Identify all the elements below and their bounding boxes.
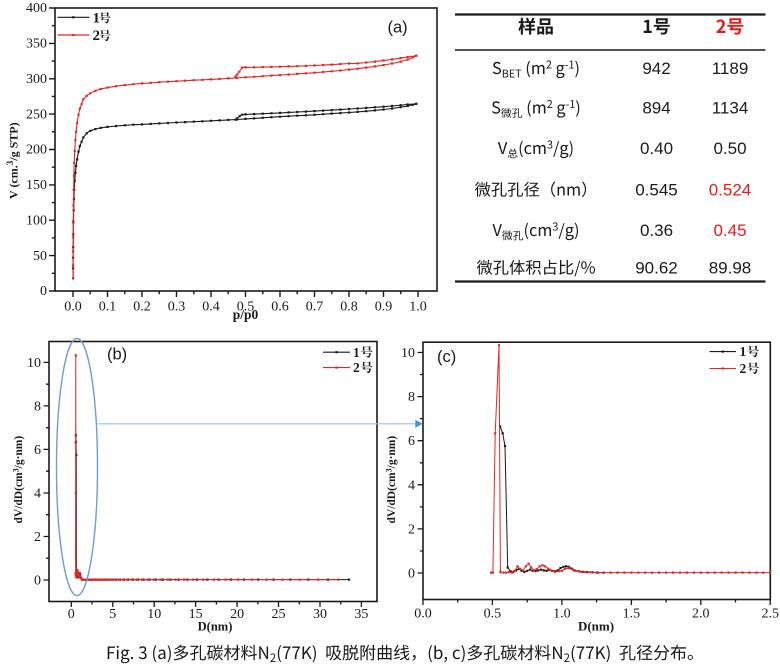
svg-text:0.36: 0.36 [640,221,673,240]
svg-text:1.0: 1.0 [409,300,427,315]
svg-text:0.9: 0.9 [375,300,393,315]
svg-text:300: 300 [26,72,47,87]
svg-text:5: 5 [109,607,116,622]
svg-text:2: 2 [353,360,360,375]
svg-text:35: 35 [354,607,368,622]
svg-text:2: 2 [740,361,747,376]
svg-text:0.3: 0.3 [168,300,186,315]
svg-text:D(nm): D(nm) [578,619,614,634]
svg-text:10: 10 [401,346,415,361]
svg-text:50: 50 [33,249,47,264]
svg-text:100: 100 [26,213,47,228]
svg-text:0.5: 0.5 [484,607,502,622]
svg-text:4: 4 [408,478,415,493]
svg-text:8: 8 [34,399,41,414]
svg-text:30: 30 [313,607,327,622]
svg-text:(b): (b) [107,346,127,364]
svg-text:V (cm.3/g STP): V (cm.3/g STP) [5,122,21,199]
svg-text:(c): (c) [437,348,456,366]
svg-text:(a): (a) [388,19,408,37]
svg-text:0.6: 0.6 [271,300,289,315]
svg-text:2: 2 [93,28,101,44]
svg-text:6: 6 [408,434,415,449]
svg-text:20: 20 [230,607,244,622]
svg-text:15: 15 [189,607,203,622]
svg-text:D(nm): D(nm) [198,620,233,634]
svg-text:250: 250 [26,107,47,122]
svg-text:1: 1 [353,345,360,360]
svg-text:89.98: 89.98 [709,259,752,278]
svg-text:0.5: 0.5 [237,300,255,315]
svg-text:0.45: 0.45 [713,221,746,240]
svg-text:0.8: 0.8 [340,300,358,315]
svg-text:0.7: 0.7 [306,300,324,315]
svg-text:2: 2 [34,530,41,545]
svg-text:0.524: 0.524 [709,181,752,200]
svg-text:2.0: 2.0 [692,607,710,622]
svg-text:1189: 1189 [712,59,749,78]
svg-text:0: 0 [68,607,75,622]
svg-text:0.4: 0.4 [202,300,220,315]
svg-text:350: 350 [26,37,47,52]
svg-text:0: 0 [34,574,41,589]
svg-text:0.0: 0.0 [414,607,432,622]
svg-text:1: 1 [740,344,747,359]
svg-text:0.1: 0.1 [99,300,117,315]
svg-text:400: 400 [26,1,47,16]
svg-text:dV/dD(cm3/g·nm): dV/dD(cm3/g·nm) [385,436,399,524]
svg-text:1.5: 1.5 [623,607,641,622]
svg-text:0.0: 0.0 [64,300,82,315]
svg-text:0.545: 0.545 [635,181,678,200]
svg-text:2: 2 [408,522,415,537]
svg-text:25: 25 [272,607,286,622]
svg-text:0.2: 0.2 [133,300,151,315]
svg-text:0: 0 [40,284,47,299]
svg-text:dV/dD(cm3/g·nm): dV/dD(cm3/g·nm) [12,436,26,524]
svg-text:1: 1 [93,11,101,27]
svg-text:p/p0: p/p0 [233,307,259,322]
svg-text:1.0: 1.0 [553,607,571,622]
svg-text:0: 0 [408,567,415,582]
svg-text:4: 4 [34,487,41,502]
svg-text:1134: 1134 [712,99,749,118]
svg-text:150: 150 [26,178,47,193]
svg-text:0.40: 0.40 [640,139,673,158]
svg-text:942: 942 [642,59,670,78]
svg-text:894: 894 [642,99,670,118]
svg-text:2.5: 2.5 [761,607,779,622]
svg-text:10: 10 [27,356,41,371]
svg-text:200: 200 [26,143,47,158]
svg-text:0.50: 0.50 [713,139,746,158]
svg-text:6: 6 [34,443,41,458]
svg-text:10: 10 [147,607,161,622]
svg-text:90.62: 90.62 [635,259,678,278]
svg-text:8: 8 [408,390,415,405]
